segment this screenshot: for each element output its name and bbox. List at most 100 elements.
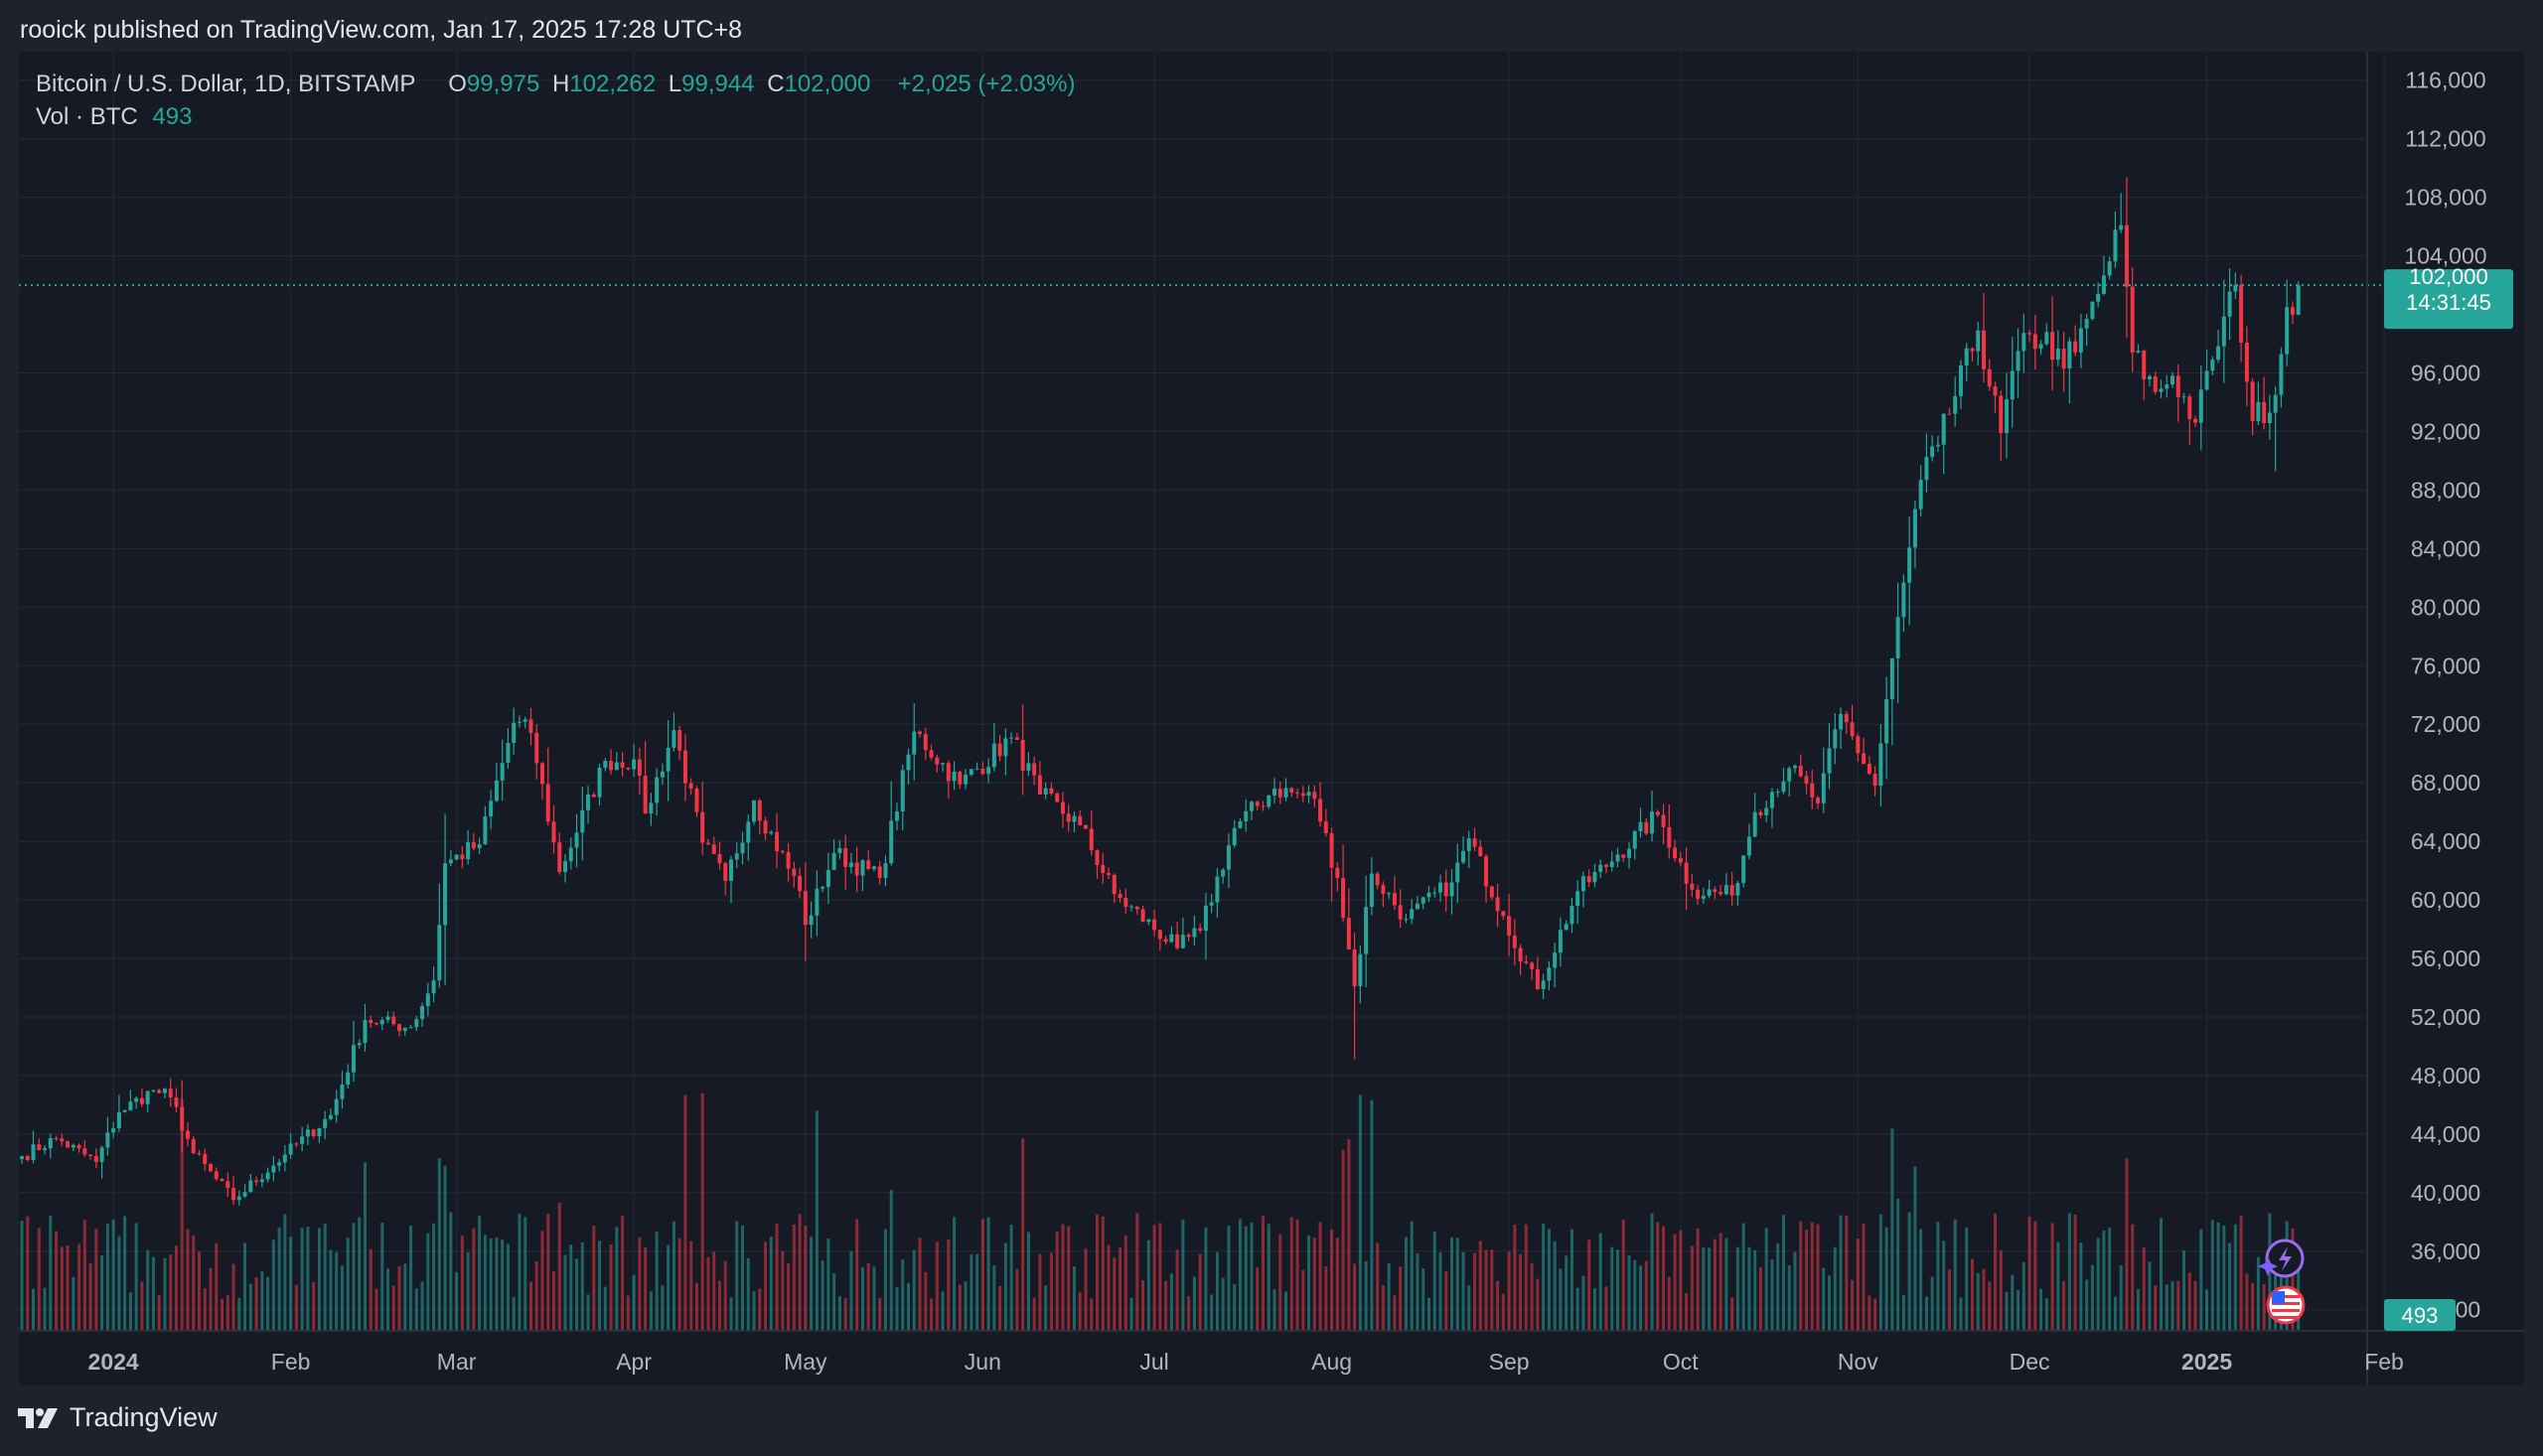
volume-bar (2090, 1264, 2094, 1331)
time-tick-label: Nov (1838, 1349, 1878, 1375)
volume-bar (1410, 1221, 1414, 1331)
candle-body (1558, 930, 1563, 953)
volume-bar (649, 1291, 653, 1331)
candle-body (637, 759, 642, 776)
volume-bar (901, 1259, 905, 1331)
symbol-label[interactable]: Bitcoin / U.S. Dollar, 1D, BITSTAMP (36, 71, 415, 97)
volume-value: 493 (152, 103, 193, 130)
candles[interactable] (20, 177, 2301, 1206)
volume-bar (1965, 1227, 1969, 1331)
volume-bar (225, 1295, 229, 1331)
candle-body (1970, 348, 1975, 352)
candle-body (1741, 855, 1746, 884)
volume-bar (1267, 1224, 1271, 1331)
volume-bar (466, 1251, 470, 1331)
candle-body (1209, 902, 1214, 906)
candle-body (1987, 368, 1992, 387)
price-tick-label: 108,000 (2404, 185, 2486, 211)
legend-volume-row[interactable]: Vol · BTC 493 (36, 100, 1075, 133)
chart-panel[interactable] (19, 52, 2524, 1385)
volume-bar (237, 1297, 241, 1331)
grid (19, 52, 2385, 1331)
candle-body (1821, 773, 1826, 803)
volume-bar (340, 1265, 344, 1331)
volume-bar (1559, 1268, 1563, 1331)
time-axis[interactable]: 2024 Feb Mar Apr May Jun Jul Aug Sep Oct Nov Dec 202… (19, 1330, 2524, 1375)
candle-body (1781, 781, 1786, 793)
volume-bar (1702, 1246, 1706, 1331)
volume-bar (317, 1228, 321, 1331)
volume-bar (2228, 1242, 2232, 1331)
volume-bar (277, 1227, 281, 1331)
candle-body (1346, 918, 1351, 949)
volume-bar (1507, 1251, 1511, 1331)
volume-bar (1101, 1216, 1105, 1331)
candle-body (1329, 832, 1334, 868)
volume-bar (2251, 1282, 2255, 1331)
volume-bar (1862, 1224, 1866, 1331)
brand[interactable]: TradingView (18, 1402, 218, 1433)
time-tick-label: Feb (2364, 1349, 2404, 1375)
volume-bar (1970, 1258, 1974, 1331)
candle-body (1827, 748, 1832, 774)
time-tick-label: Aug (1311, 1349, 1352, 1375)
candle-body (1507, 916, 1512, 936)
volume-bar (1164, 1280, 1168, 1331)
legend-price-row[interactable]: Bitcoin / U.S. Dollar, 1D, BITSTAMP O99,… (36, 68, 1075, 100)
volume-bar (1644, 1260, 1648, 1331)
candle-body (728, 859, 733, 881)
candle-body (248, 1180, 253, 1193)
chart-legend[interactable]: Bitcoin / U.S. Dollar, 1D, BITSTAMP O99,… (36, 68, 1075, 133)
candle-body (2170, 375, 2175, 385)
volume-bar (1055, 1232, 1059, 1331)
volume-bar (2199, 1229, 2203, 1331)
candle-body (1426, 892, 1431, 898)
candle-body (1993, 386, 1998, 396)
volume-bar (810, 1237, 814, 1331)
candle-body (2181, 396, 2186, 398)
volume-bar (1828, 1275, 1832, 1331)
candle-body (2250, 381, 2255, 422)
volume-bar (1233, 1283, 1237, 1331)
volume-bar (1432, 1232, 1436, 1331)
candle-body (1249, 801, 1254, 811)
price-axis[interactable]: 116,000 112,000 108,000 104,000 96,000 92,000… (2366, 52, 2487, 1385)
volume-bar (787, 1263, 791, 1331)
candle-body (1518, 947, 1523, 962)
volume-bar (2142, 1246, 2146, 1331)
volume-bar (1175, 1249, 1179, 1331)
volume-bar (1324, 1266, 1328, 1331)
chart-svg[interactable]: 116,000 112,000 108,000 104,000 96,000 92,000… (0, 0, 2543, 1385)
volume-bar (1399, 1266, 1403, 1331)
candle-body (1221, 869, 1226, 877)
candle-body (1895, 617, 1900, 658)
candle-body (1512, 935, 1517, 948)
volume-bar (843, 1298, 847, 1331)
volume-bar (1450, 1237, 1453, 1331)
volume-bar (146, 1249, 150, 1331)
candle-body (454, 854, 459, 860)
candle-body (408, 1027, 413, 1029)
volume-bar (443, 1165, 447, 1331)
volume-bar (632, 1274, 636, 1331)
lightning-icon[interactable] (2258, 1238, 2305, 1278)
volume-bar (821, 1260, 824, 1331)
volume-bar (1513, 1224, 1517, 1331)
volume-bar (752, 1291, 756, 1331)
candle-body (980, 768, 985, 775)
volume-bar (804, 1225, 808, 1331)
candle-body (191, 1138, 196, 1154)
us-flag-icon[interactable] (2266, 1285, 2306, 1325)
volume-bar (1198, 1253, 1202, 1331)
volume-bar (2170, 1281, 2174, 1331)
candle-body (500, 763, 505, 781)
candle-body (1719, 892, 1723, 895)
volume-bars (20, 1092, 2301, 1331)
volume-bar (1426, 1297, 1430, 1331)
volume-bar (1278, 1234, 1282, 1331)
volume-bar (569, 1244, 573, 1331)
volume-label[interactable]: Vol · BTC (36, 103, 138, 130)
candle-body (254, 1180, 259, 1183)
candle-body (1918, 480, 1923, 510)
volume-bar (1393, 1295, 1397, 1331)
